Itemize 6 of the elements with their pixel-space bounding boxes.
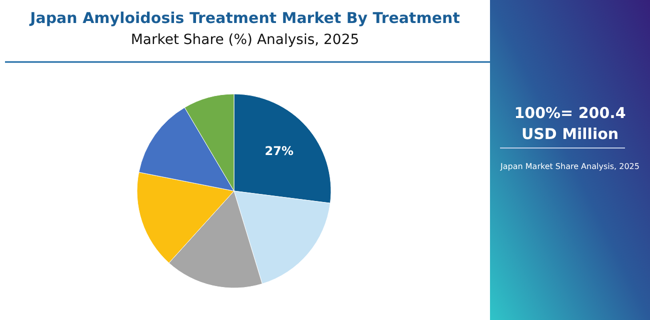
data-label: 27% xyxy=(264,144,294,158)
text: 100%= 200.4 xyxy=(514,104,626,122)
chart-title: Japan Amyloidosis Treatment Market By Treatment xyxy=(29,9,460,27)
chart-subtitle: Market Share (%) Analysis, 2025 xyxy=(130,32,360,48)
text: Japan Market Share Analysis, 2025 xyxy=(500,162,640,171)
text: USD Million xyxy=(521,125,619,143)
